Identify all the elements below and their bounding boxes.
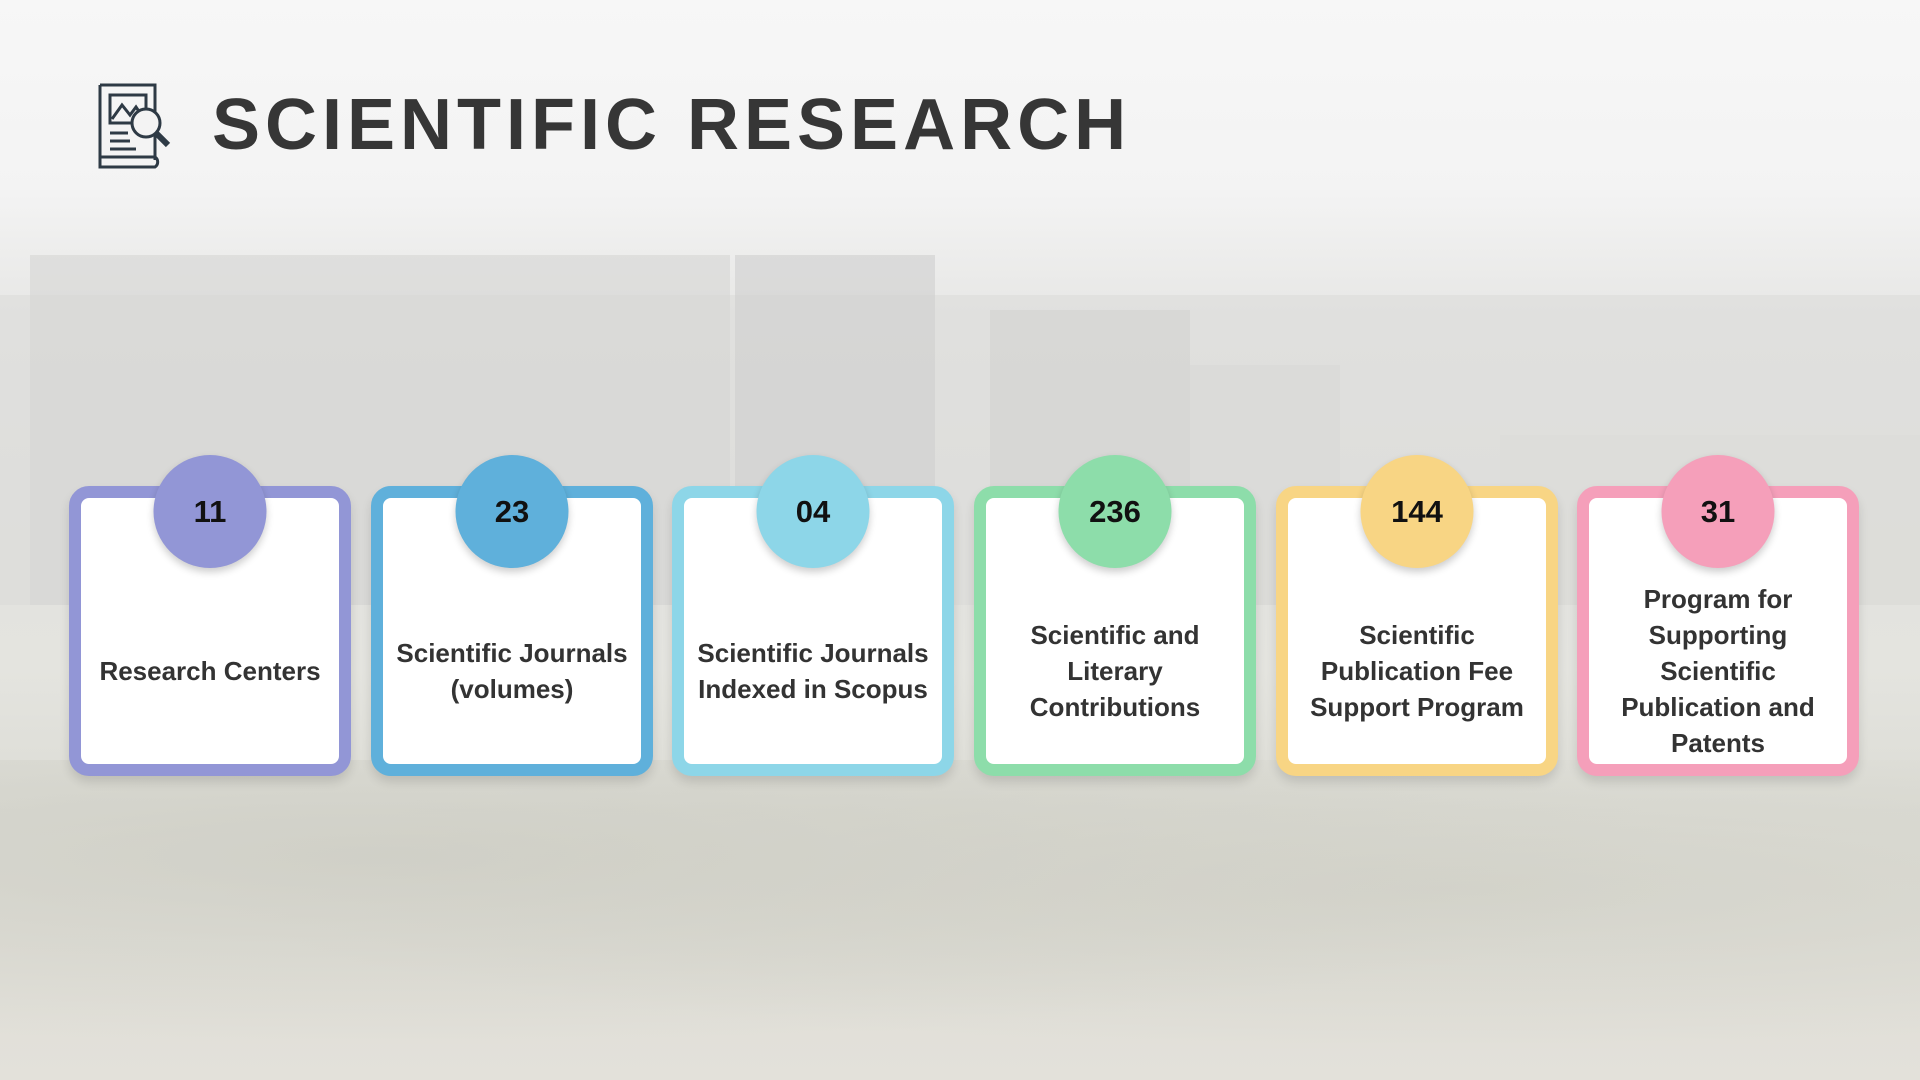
stat-card: 31 Program for Supporting Scientific Publ… xyxy=(1577,455,1859,776)
page-title: SCIENTIFIC RESEARCH xyxy=(212,85,1132,165)
stat-value-badge: 236 xyxy=(1058,455,1172,568)
stat-value: 23 xyxy=(494,493,530,529)
stat-label: Scientific Journals Indexed in Scopus xyxy=(697,638,929,704)
stat-value: 11 xyxy=(193,493,227,529)
stat-label: Program for Supporting Scientific Public… xyxy=(1621,584,1815,758)
stat-value-badge: 31 xyxy=(1661,455,1775,568)
stat-value-badge: 11 xyxy=(153,455,267,568)
stat-label: Scientific Journals (volumes) xyxy=(396,638,628,704)
stat-card: 11 Research Centers xyxy=(69,455,351,776)
research-document-magnifier-icon xyxy=(98,83,171,169)
header: SCIENTIFIC RESEARCH xyxy=(90,75,1131,175)
stat-value: 236 xyxy=(1089,493,1141,529)
stat-label: Scientific and Literary Contributions xyxy=(1029,620,1201,722)
stat-value: 31 xyxy=(1700,493,1736,529)
stat-card: 04 Scientific Journals Indexed in Scopus xyxy=(672,455,954,776)
background-trees xyxy=(0,760,1920,1080)
stat-card: 23 Scientific Journals (volumes) xyxy=(371,455,653,776)
stat-label: Research Centers xyxy=(99,656,321,686)
stat-value: 144 xyxy=(1391,493,1443,529)
stat-value: 04 xyxy=(795,493,831,529)
stat-value-badge: 144 xyxy=(1360,455,1474,568)
stat-card: 144 Scientific Publication Fee Support Pr… xyxy=(1276,455,1558,776)
stat-card: 236 Scientific and Literary Contributions xyxy=(974,455,1256,776)
stat-value-badge: 04 xyxy=(756,455,870,568)
stat-label: Scientific Publication Fee Support Progr… xyxy=(1310,620,1524,722)
stat-value-badge: 23 xyxy=(455,455,569,568)
